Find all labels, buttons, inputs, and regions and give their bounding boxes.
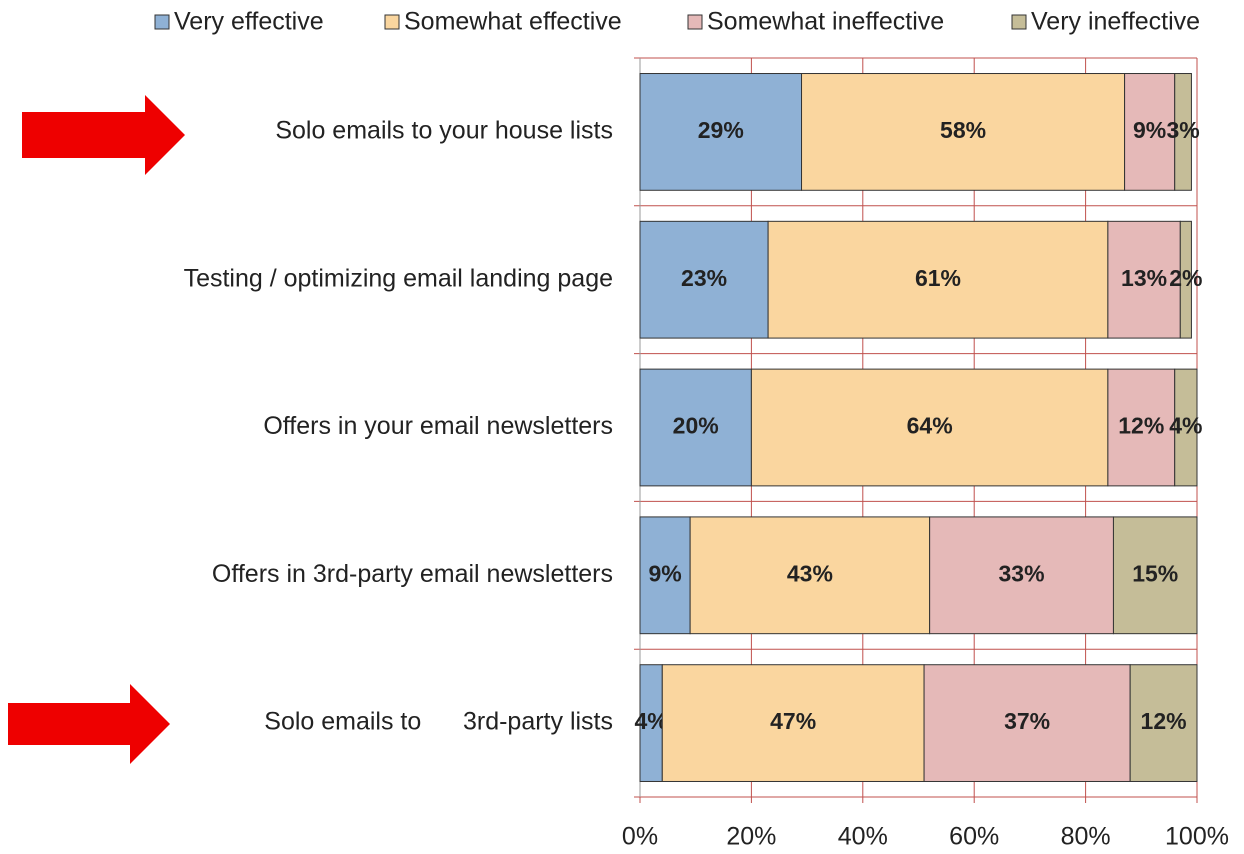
category-label: Offers in 3rd-party email newsletters: [212, 560, 613, 588]
bar-segment: [929, 516, 1114, 635]
arrow: [8, 684, 170, 764]
x-tick-label: 60%: [949, 823, 999, 851]
bar-segment: [767, 220, 1109, 339]
value-label: 15%: [1132, 560, 1178, 586]
value-label: 2%: [1169, 265, 1202, 291]
category-label: Offers in your email newsletters: [263, 412, 613, 440]
value-label: 43%: [787, 560, 833, 586]
bar-segment: [661, 664, 925, 782]
bar-segment: [639, 220, 769, 339]
legend-swatch: [154, 14, 170, 30]
bar-segment: [1179, 220, 1192, 339]
bar-segment: [801, 73, 1126, 191]
x-tick-label: 100%: [1165, 823, 1229, 851]
bar-segment: [1107, 368, 1176, 487]
category-label: Solo emails to 3rd-party lists: [264, 708, 613, 736]
bar-segment: [639, 368, 752, 487]
value-label: 58%: [940, 117, 986, 143]
value-label: 12%: [1118, 413, 1164, 439]
value-label: 12%: [1141, 708, 1187, 734]
legend-label: Somewhat effective: [404, 8, 622, 36]
bar-segment: [689, 516, 931, 635]
value-label: 61%: [915, 265, 961, 291]
legend-label: Somewhat ineffective: [707, 8, 944, 36]
arrow: [22, 95, 185, 175]
bar-segment: [639, 73, 803, 191]
x-tick-label: 40%: [838, 823, 888, 851]
legend-swatch: [384, 14, 400, 30]
value-label: 37%: [1004, 708, 1050, 734]
category-label: Testing / optimizing email landing page: [184, 264, 613, 292]
x-tick-label: 80%: [1061, 823, 1111, 851]
value-label: 3%: [1166, 117, 1199, 143]
legend-swatch: [687, 14, 703, 30]
x-tick-label: 20%: [726, 823, 776, 851]
value-label: 9%: [648, 560, 681, 586]
value-label: 23%: [681, 265, 727, 291]
value-label: 33%: [999, 560, 1045, 586]
bar-segment: [923, 664, 1131, 782]
bar-segment: [639, 516, 691, 635]
legend-label: Very effective: [174, 8, 324, 36]
x-tick-label: 0%: [622, 823, 658, 851]
value-label: 47%: [770, 708, 816, 734]
bar-segment: [1112, 516, 1198, 635]
value-label: 29%: [698, 117, 744, 143]
bar-segment: [1174, 73, 1192, 191]
value-label: 4%: [1169, 413, 1202, 439]
bar-segment: [1174, 368, 1198, 487]
category-label: Solo emails to your house lists: [275, 117, 613, 145]
bar-segment: [1124, 73, 1176, 191]
value-label: 9%: [1133, 117, 1166, 143]
value-label: 13%: [1121, 265, 1167, 291]
bar-segment: [750, 368, 1109, 487]
bar-segment: [1129, 664, 1198, 782]
value-label: 20%: [673, 413, 719, 439]
value-label: 64%: [907, 413, 953, 439]
bar-segment: [1107, 220, 1181, 339]
legend-label: Very ineffective: [1031, 8, 1200, 36]
legend-swatch: [1011, 14, 1027, 30]
